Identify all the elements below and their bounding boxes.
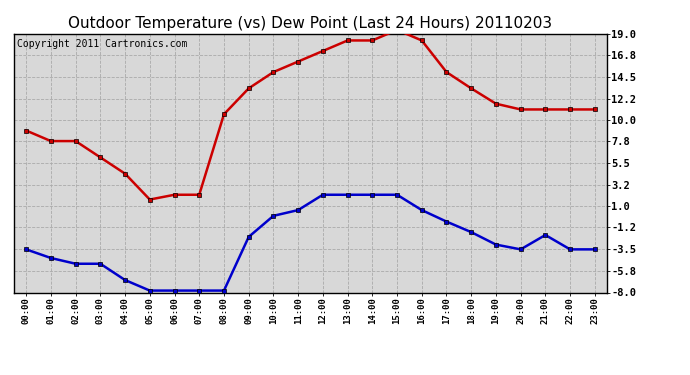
Text: Copyright 2011 Cartronics.com: Copyright 2011 Cartronics.com — [17, 39, 187, 49]
Title: Outdoor Temperature (vs) Dew Point (Last 24 Hours) 20110203: Outdoor Temperature (vs) Dew Point (Last… — [68, 16, 553, 31]
